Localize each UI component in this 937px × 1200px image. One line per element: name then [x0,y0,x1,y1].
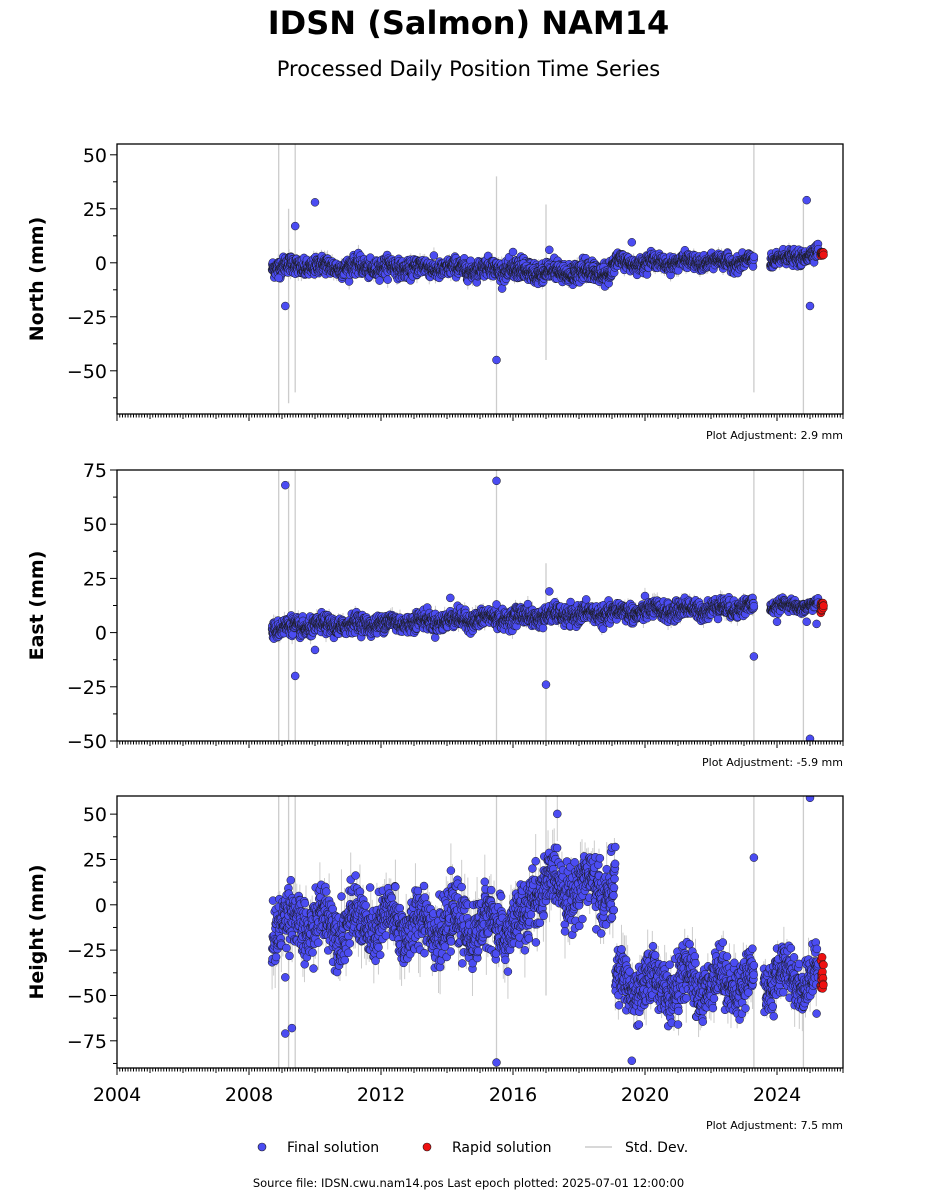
north-y-axis: −50 −25 0 25 50 [67,145,117,399]
north-final-point [492,355,501,365]
north-rapid-point [819,250,828,260]
north-final-point [802,195,811,205]
north-final-point [383,275,392,284]
north-y-tick-label: 0 [95,253,107,275]
north-panel: −50 −25 0 25 50 North (mm) Plot Adjustment: 2.… [26,143,844,442]
north-y-tick-label: −50 [67,361,107,383]
chart-subtitle: Processed Daily Position Time Series [276,57,661,81]
north-final-point [508,247,518,257]
north-final-point [274,273,283,283]
north-final-point [627,238,637,247]
north-y-tick-label: 50 [83,145,107,167]
north-plot-adjustment: Plot Adjustment: 2.9 mm [706,429,843,442]
panels: −50 −25 0 25 50 North (mm) Plot Adjustment: 2.… [26,143,844,1132]
north-final-point [545,245,554,255]
east-final-points [267,476,823,741]
north-final-point [310,198,320,207]
north-plot-area [267,144,828,414]
north-y-tick-label: 25 [83,199,107,221]
north-rapid-points [816,247,828,260]
north-y-tick-label: −25 [67,307,107,329]
north-final-points [267,195,823,365]
east-final-point [430,633,440,642]
chart-title: IDSN (Salmon) NAM14 [267,4,670,42]
north-final-point [290,221,300,231]
north-x-axis [116,414,844,421]
north-y-label: North (mm) [26,217,48,342]
north-final-point [749,252,759,261]
north-final-point [429,251,439,260]
north-final-point [281,301,290,311]
north-final-point [375,276,384,285]
north-final-point [805,301,815,311]
east-plot-area [267,470,828,741]
